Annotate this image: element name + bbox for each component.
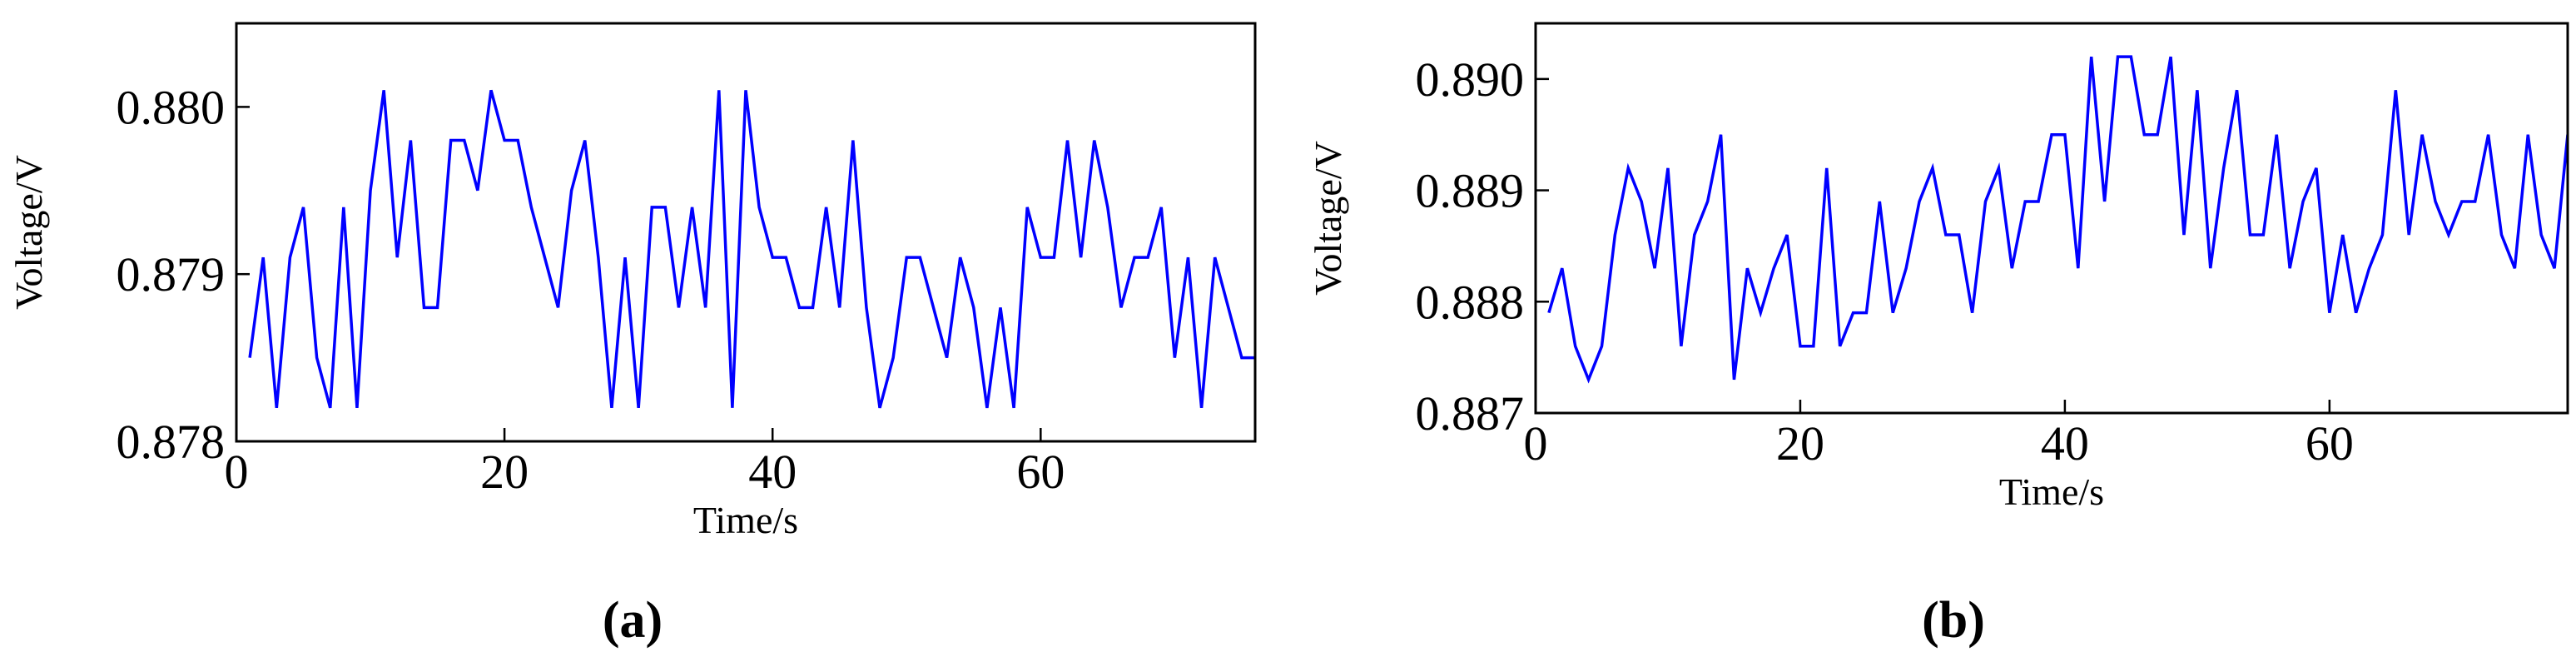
data-line [1547, 55, 2568, 384]
data-line [248, 89, 1255, 409]
chart: 0 20 40 60 0.878 0.879 0.880 Time/s Voltage/V (a) [7, 22, 1257, 649]
caption: (a) [603, 592, 663, 649]
y-axis-title: Voltage/V [1307, 141, 1349, 296]
y-tick-label: 0.887 [1416, 386, 1525, 440]
x-tick-label: 40 [748, 445, 797, 499]
y-tick-label: 0.879 [117, 247, 226, 301]
x-tick-label: 0 [225, 445, 249, 499]
y-axis-title: Voltage/V [7, 155, 50, 310]
y-tick-label: 0.880 [117, 80, 226, 134]
caption: (b) [1922, 592, 1985, 649]
x-tick-label: 60 [1016, 445, 1065, 499]
x-tick-label: 20 [1776, 416, 1824, 470]
plot-frame [1534, 22, 2569, 415]
x-axis-title: Time/s [693, 499, 798, 541]
y-tick-label: 0.890 [1416, 52, 1525, 107]
x-tick-label: 0 [1524, 416, 1548, 470]
y-tick-label: 0.878 [117, 415, 226, 469]
y-tick-label: 0.889 [1416, 164, 1525, 218]
plot-frame [235, 22, 1257, 443]
chart: 0 20 40 60 0.887 0.888 0.889 0.890 Time/s Voltage… [1307, 22, 2569, 649]
x-tick-label: 40 [2041, 416, 2089, 470]
x-axis-title: Time/s [1999, 470, 2104, 513]
y-tick-label: 0.888 [1416, 275, 1525, 329]
x-tick-label: 60 [2305, 416, 2354, 470]
x-tick-label: 20 [480, 445, 529, 499]
